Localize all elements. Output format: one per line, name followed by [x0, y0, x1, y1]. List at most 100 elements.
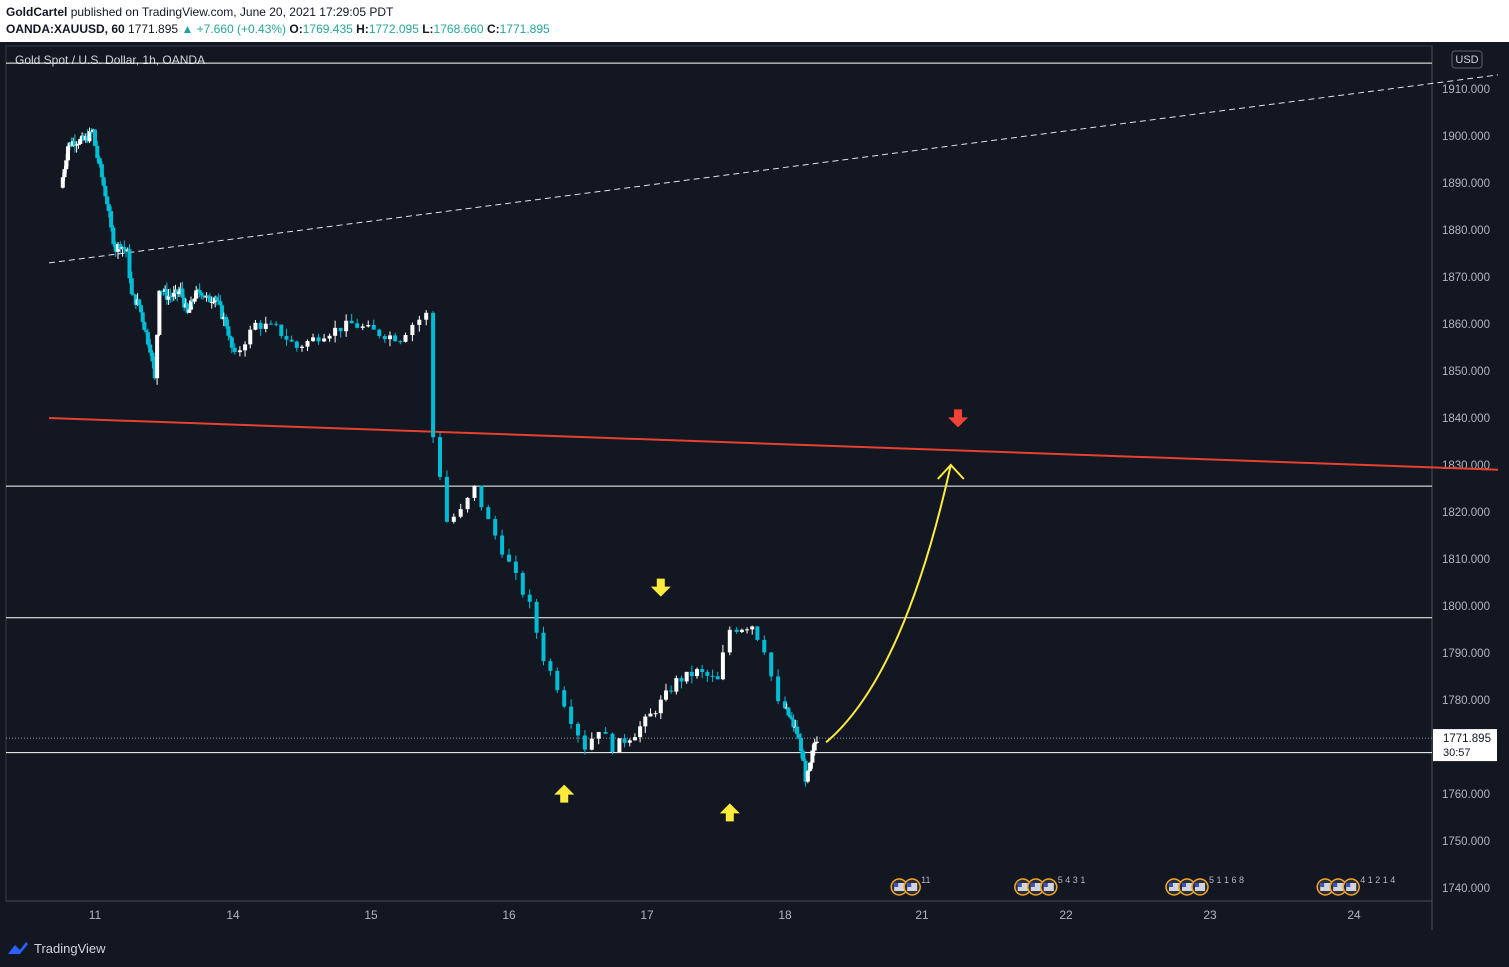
candle-body [734, 629, 739, 632]
y-tick-label: 1830.000 [1442, 460, 1490, 472]
us-flag-icon [1017, 883, 1028, 891]
candle-body [109, 211, 114, 228]
currency-badge[interactable] [1451, 50, 1483, 69]
candle-body [103, 185, 108, 197]
candle-body [794, 726, 799, 734]
candle-body [500, 535, 505, 555]
candle-body [197, 290, 202, 294]
candle-body [788, 715, 793, 718]
last-price-label-bg [1433, 729, 1497, 762]
y-tick-label: 1750.000 [1442, 836, 1490, 848]
candle-body [632, 737, 637, 741]
x-tick-label: 17 [640, 908, 654, 922]
plot-area[interactable] [5, 45, 1433, 902]
dashed-trendline[interactable] [48, 74, 1499, 264]
candle-body [95, 145, 100, 159]
us-flag-icon [1169, 883, 1179, 891]
author-name[interactable]: GoldCartel [6, 5, 68, 19]
candle-body [610, 733, 615, 752]
candle-body [534, 601, 539, 633]
candle-body [118, 243, 123, 250]
candle-body [211, 301, 216, 303]
candle-body [520, 572, 525, 595]
candle-body [122, 247, 127, 250]
candle-body [548, 661, 553, 671]
candle-body [727, 629, 732, 653]
candle-body [132, 294, 137, 296]
y-tick-label: 1910.000 [1442, 84, 1490, 96]
yellow-up-arrow-icon[interactable] [554, 784, 575, 803]
tradingview-brand[interactable]: TradingView [34, 941, 106, 956]
y-tick-label: 1740.000 [1442, 883, 1490, 895]
candle-body [465, 497, 470, 510]
us-flag-canton [1043, 883, 1048, 887]
candle-body [382, 336, 387, 340]
x-tick-label: 22 [1059, 908, 1073, 922]
candle-body [322, 338, 327, 342]
candle-body [305, 341, 310, 347]
projection-curve[interactable] [825, 464, 952, 744]
candle-body [176, 291, 181, 295]
yellow-up-arrow-icon[interactable] [719, 803, 740, 822]
ohlc-legend: OANDA:XAUUSD, 60 1771.895 ▲ +7.660 (+0.4… [6, 22, 550, 36]
candle-body [170, 296, 175, 298]
candle-body [64, 160, 69, 170]
candle-body [139, 305, 143, 313]
candle-body [113, 244, 118, 252]
red-down-arrow-icon[interactable] [948, 409, 968, 428]
us-flag-canton [1017, 883, 1022, 887]
candle-body [166, 295, 171, 300]
candle-body [393, 335, 398, 342]
candle-body [562, 690, 567, 707]
candle-body [638, 726, 643, 738]
candle-body [398, 341, 403, 343]
candle-body [527, 594, 532, 602]
candle-body [164, 289, 169, 300]
x-tick-label: 15 [364, 908, 378, 922]
event-count-label: 5 1 1 6 8 [1209, 875, 1244, 885]
y-tick-label: 1810.000 [1442, 554, 1490, 566]
red-resistance-line[interactable] [48, 417, 1499, 471]
candle-body [750, 626, 755, 630]
candle-body [78, 138, 83, 144]
symbol-label: OANDA:XAUUSD, 60 [6, 22, 125, 36]
candle-body [218, 301, 223, 306]
us-flag-canton [1195, 883, 1199, 887]
tradingview-logo-icon[interactable] [6, 940, 30, 956]
candle-body [355, 323, 360, 328]
candle-body [344, 320, 349, 332]
candle-body [185, 303, 190, 313]
candle-body [689, 671, 694, 677]
y-tick-label: 1850.000 [1442, 366, 1490, 378]
candle-body [65, 146, 70, 161]
yellow-down-arrow-icon[interactable] [650, 578, 671, 597]
x-tick-label: 18 [778, 908, 792, 922]
y-tick-label: 1800.000 [1442, 601, 1490, 613]
price-chart[interactable]: Gold Spot / U.S. Dollar, 1h, OANDA USD 191… [0, 42, 1509, 930]
us-flag-canton [1346, 883, 1351, 887]
candle-body [803, 760, 808, 782]
close-label: C: [486, 22, 500, 36]
candle-body [62, 169, 67, 178]
candle-body [438, 437, 442, 477]
us-flag-icon [1346, 883, 1357, 891]
candle-body [192, 298, 197, 302]
candle-body [472, 485, 477, 498]
candle-body [189, 300, 194, 310]
candle-body [810, 750, 815, 763]
candle-body [444, 476, 449, 522]
y-tick-label: 1820.000 [1442, 507, 1490, 519]
candle-body [812, 742, 817, 751]
candle-body [97, 158, 102, 165]
y-tick-label: 1860.000 [1442, 319, 1490, 331]
us-flag-icon [1195, 883, 1205, 891]
candle-body [808, 762, 813, 771]
candle-body [555, 670, 560, 691]
candle-body [700, 669, 705, 673]
candle-body [76, 143, 81, 145]
candle-body [387, 335, 392, 340]
us-flag-icon [1182, 883, 1192, 891]
us-flag-canton [1169, 883, 1173, 887]
candle-body [129, 278, 134, 295]
candle-body [111, 227, 116, 245]
